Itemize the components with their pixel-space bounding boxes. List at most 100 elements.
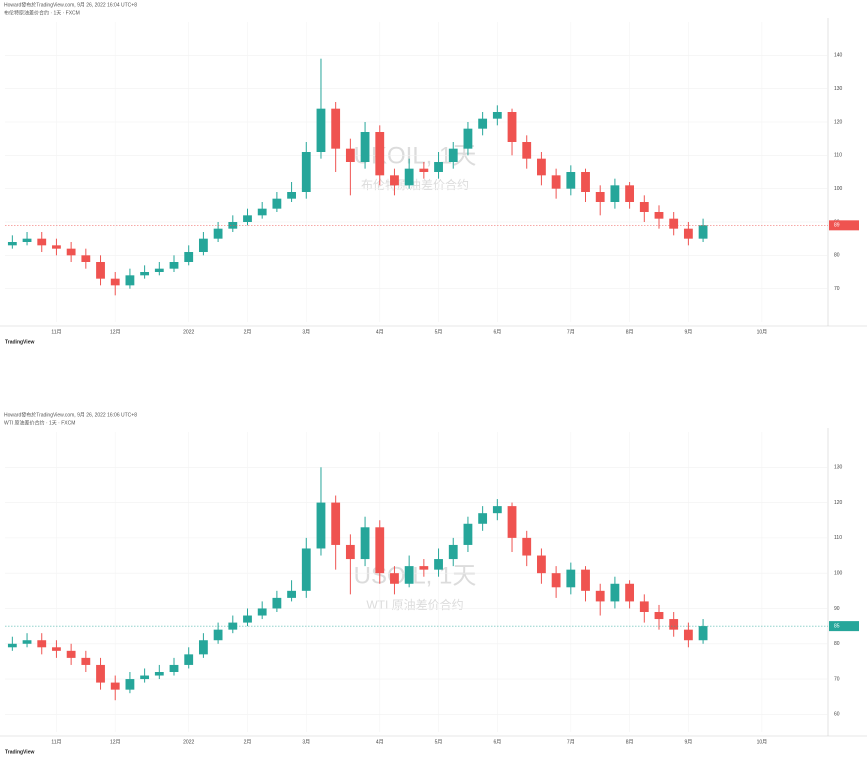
candle-body <box>272 597 282 609</box>
watermark: USOIL, 1天 <box>354 562 477 589</box>
candle-body <box>625 583 635 602</box>
x-tick-label: 4月 <box>376 739 384 745</box>
candle-body <box>301 548 311 591</box>
candle-body <box>213 629 223 641</box>
candle-body <box>639 601 649 612</box>
candle-body <box>169 664 179 672</box>
candle-body <box>390 573 399 584</box>
x-tick-label: 2022 <box>183 329 194 335</box>
candle-body <box>522 142 532 159</box>
candle-body <box>448 544 458 560</box>
candle-body <box>360 132 370 162</box>
x-tick-label: 8月 <box>626 739 634 745</box>
candle-body <box>404 168 414 186</box>
y-tick-label: 110 <box>834 535 842 541</box>
candle-body <box>419 168 429 172</box>
candle-body <box>81 657 91 665</box>
x-tick-label: 11月 <box>51 739 61 745</box>
x-tick-label: 6月 <box>493 329 501 335</box>
x-tick-label: 3月 <box>302 739 310 745</box>
candle-body <box>184 654 194 665</box>
candle-body <box>66 248 76 256</box>
author-line: Howard發布於TradingView.com, 9月 26, 2022 16… <box>4 411 137 418</box>
x-tick-label: 10月 <box>757 329 768 335</box>
candle-body <box>66 650 76 658</box>
candle-body <box>228 222 238 229</box>
x-tick-label: 4月 <box>376 329 384 335</box>
candle-body <box>154 672 164 676</box>
y-tick-label: 70 <box>834 676 840 682</box>
y-tick-label: 80 <box>834 641 840 647</box>
candle-body <box>287 590 296 598</box>
candle-body <box>654 612 664 620</box>
watermark-subtitle: WTI 原油差价合约 <box>366 597 463 612</box>
y-tick-label: 130 <box>834 86 843 92</box>
candle-body <box>345 544 355 560</box>
candle-body <box>625 185 635 202</box>
candle-body <box>52 245 61 249</box>
y-tick-label: 80 <box>834 253 840 259</box>
chart: Howard發布於TradingView.com, 9月 26, 2022 16… <box>0 1 867 345</box>
candle-body <box>698 225 708 239</box>
y-tick-label: 90 <box>834 606 840 612</box>
brand: TradingView <box>5 339 34 345</box>
candle-body <box>478 513 488 524</box>
watermark: UKOIL, 1天 <box>354 142 477 169</box>
x-tick-label: 2月 <box>244 329 252 335</box>
last-price-box <box>829 621 859 632</box>
candle-body <box>463 128 473 149</box>
candle-body <box>419 566 429 570</box>
candle-body <box>375 527 385 574</box>
candle-body <box>566 569 576 588</box>
y-tick-label: 120 <box>834 500 843 506</box>
candle-body <box>96 664 105 683</box>
candle-body <box>448 148 458 162</box>
candle-body <box>434 559 443 570</box>
candle-body <box>404 566 414 584</box>
candle-body <box>537 555 546 574</box>
y-tick-label: 100 <box>834 186 843 192</box>
y-tick-label: 70 <box>834 286 840 292</box>
candle-body <box>581 172 590 192</box>
x-tick-label: 7月 <box>567 329 575 335</box>
candle-body <box>140 272 150 276</box>
watermark-subtitle: 布伦特原油差价合约 <box>361 177 469 192</box>
candle-body <box>639 202 649 212</box>
candle-body <box>522 537 532 556</box>
candle-body <box>198 640 208 655</box>
candle-body <box>110 682 120 690</box>
candle-body <box>507 112 517 142</box>
candle-body <box>492 506 502 514</box>
candle-body <box>7 643 17 648</box>
chart-header: 布伦特原油差价合约 · 1天 · FXCM <box>4 9 80 16</box>
last-price-box <box>829 220 859 231</box>
candle-body <box>537 158 546 176</box>
candle-body <box>198 238 208 252</box>
candle-body <box>551 175 561 189</box>
candle-body <box>184 252 194 262</box>
candle-body <box>478 118 488 129</box>
candle-body <box>492 112 502 119</box>
candle-body <box>140 675 150 680</box>
candle-body <box>595 192 605 202</box>
x-tick-label: 7月 <box>567 739 575 745</box>
last-price-label: 89 <box>834 223 840 229</box>
candle-body <box>125 275 135 286</box>
y-tick-label: 60 <box>834 712 840 718</box>
x-tick-label: 5月 <box>435 329 443 335</box>
x-tick-label: 8月 <box>626 329 634 335</box>
x-tick-label: 10月 <box>757 739 768 745</box>
last-price-label: 85 <box>834 623 840 629</box>
candle-body <box>698 626 708 641</box>
candle-body <box>154 268 164 272</box>
candle-body <box>243 215 252 222</box>
candle-body <box>272 198 282 209</box>
candle-body <box>110 278 120 286</box>
candle-body <box>257 208 267 216</box>
author-line: Howard發布於TradingView.com, 9月 26, 2022 16… <box>4 1 137 8</box>
candle-body <box>683 228 693 239</box>
candle-body <box>169 262 179 269</box>
candle-body <box>257 608 267 616</box>
candle-body <box>360 527 370 560</box>
